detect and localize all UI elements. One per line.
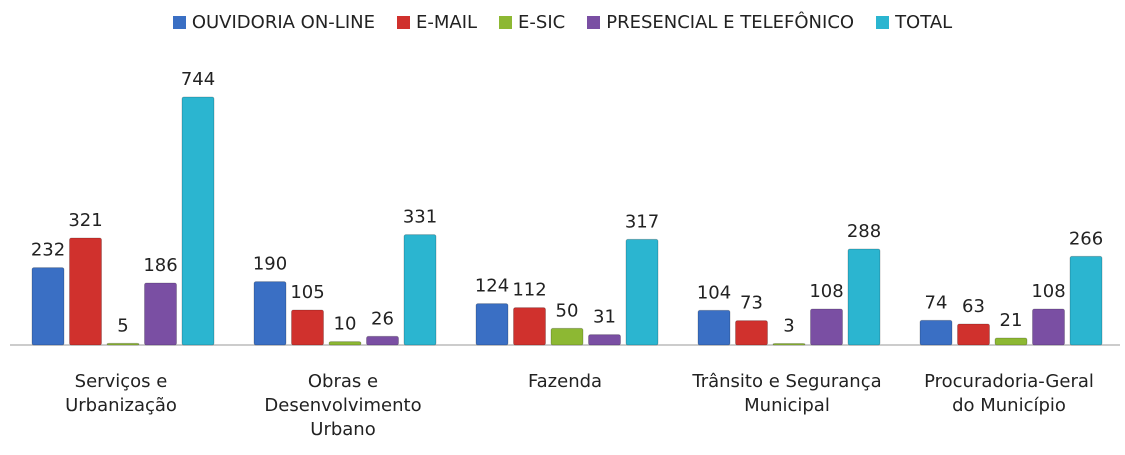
legend-item: E-MAIL xyxy=(396,12,478,33)
bar xyxy=(328,341,362,346)
bar xyxy=(181,96,215,346)
bar xyxy=(69,237,102,346)
bar xyxy=(291,309,324,346)
bar xyxy=(697,309,731,346)
bar xyxy=(625,238,659,346)
legend-swatch xyxy=(876,16,890,29)
data-label: 104 xyxy=(697,282,731,303)
legend-label: E-SIC xyxy=(518,12,566,33)
bar xyxy=(735,320,768,346)
data-label: 5 xyxy=(117,315,128,336)
data-label: 73 xyxy=(740,293,763,314)
bar xyxy=(106,342,140,346)
data-label: 317 xyxy=(625,211,659,232)
bar xyxy=(957,323,990,346)
data-label: 108 xyxy=(809,281,843,302)
data-label: 112 xyxy=(512,280,546,301)
bar xyxy=(403,234,437,346)
x-tick-label: Serviços e Urbanização xyxy=(65,371,177,416)
legend-label: TOTAL xyxy=(895,12,953,33)
legend-swatch xyxy=(587,16,601,29)
data-label: 266 xyxy=(1069,228,1103,249)
data-label: 50 xyxy=(556,300,579,321)
legend-swatch xyxy=(172,16,186,29)
data-label: 108 xyxy=(1031,281,1065,302)
bar xyxy=(772,343,806,346)
bar xyxy=(253,281,287,346)
data-label: 186 xyxy=(143,255,177,276)
data-label: 288 xyxy=(847,221,881,242)
data-label: 232 xyxy=(31,240,65,261)
data-label: 10 xyxy=(334,314,357,335)
data-label: 744 xyxy=(181,69,215,90)
legend-item: OUVIDORIA ON-LINE xyxy=(172,12,375,33)
legend-item: E-SIC xyxy=(499,12,565,33)
legend: OUVIDORIA ON-LINE E-MAIL E-SIC PRESENCIAL E… xyxy=(0,12,1125,33)
x-tick-label: Obras e Desenvolvimento Urbano xyxy=(264,371,422,440)
legend-swatch xyxy=(396,16,410,29)
data-label: 3 xyxy=(783,316,794,337)
x-tick-label: Procuradoria-Geral do Município xyxy=(924,371,1094,416)
bar xyxy=(1069,255,1103,346)
x-tick-label: Fazenda xyxy=(527,371,603,392)
bar xyxy=(31,267,65,346)
bar xyxy=(144,282,177,346)
legend-swatch xyxy=(499,16,513,29)
legend-item: PRESENCIAL E TELEFÔNICO xyxy=(587,12,854,33)
bar xyxy=(513,307,546,346)
bar xyxy=(994,337,1028,346)
bar xyxy=(366,335,399,346)
data-label: 74 xyxy=(925,292,948,313)
data-label: 105 xyxy=(290,282,324,303)
legend-item: TOTAL xyxy=(876,12,952,33)
legend-label: PRESENCIAL E TELEFÔNICO xyxy=(606,12,855,33)
bar xyxy=(847,248,881,346)
legend-label: E-MAIL xyxy=(415,12,478,33)
data-label: 63 xyxy=(962,296,985,317)
legend-label: OUVIDORIA ON-LINE xyxy=(191,12,375,33)
bar xyxy=(550,327,584,346)
data-label: 190 xyxy=(253,254,287,275)
bar xyxy=(919,319,953,346)
data-label: 21 xyxy=(1000,310,1023,331)
data-label: 31 xyxy=(593,307,616,328)
bar xyxy=(588,334,621,346)
bar xyxy=(810,308,843,346)
bar xyxy=(475,303,509,346)
x-tick-label: Trânsito e Segurança Municipal xyxy=(692,371,882,416)
data-label: 321 xyxy=(68,210,102,231)
data-label: 26 xyxy=(371,308,394,329)
data-label: 331 xyxy=(403,207,437,228)
bar xyxy=(1032,308,1065,346)
data-label: 124 xyxy=(475,276,509,297)
